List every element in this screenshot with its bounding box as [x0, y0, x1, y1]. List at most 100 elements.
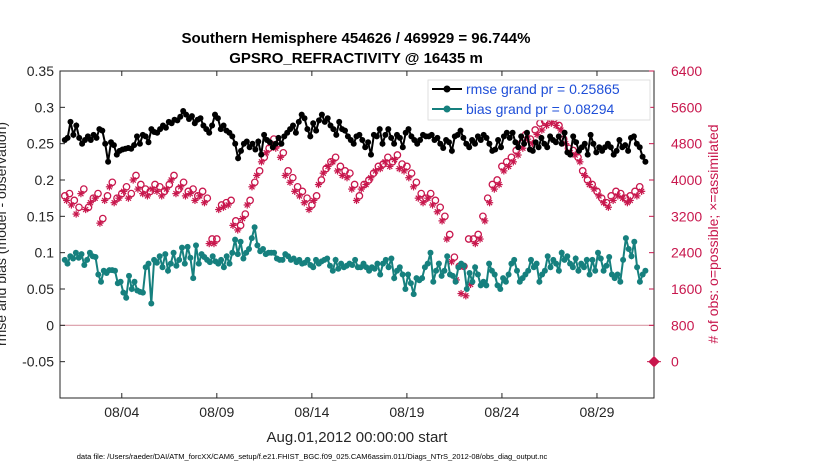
- bias-series-point: [237, 238, 244, 245]
- bias-series-point: [410, 291, 417, 298]
- obs-possible-point: [388, 157, 397, 166]
- bias-series-point: [206, 259, 213, 266]
- obs-assimilated-point: [110, 199, 118, 207]
- rmse-series-point: [359, 137, 366, 143]
- x-tick-label: 08/19: [389, 404, 424, 420]
- rmse-series-point: [492, 146, 499, 153]
- obs-possible-point: [132, 171, 140, 180]
- obs-assimilated-point: [200, 199, 209, 207]
- obs-assimilated-point: [96, 219, 104, 227]
- bias-series-point: [603, 262, 610, 269]
- bias-series-point: [329, 267, 336, 274]
- bias-series-point: [617, 278, 624, 285]
- rmse-series-point: [573, 139, 580, 146]
- obs-assimilated-point: [319, 169, 327, 177]
- obs-assimilated-point: [576, 158, 584, 166]
- rmse-series-point: [498, 144, 504, 151]
- bias-series-point: [352, 256, 359, 263]
- obs-assimilated-point: [533, 130, 541, 139]
- obs-assimilated-point: [333, 167, 342, 175]
- obs-assimilated-point: [476, 235, 484, 243]
- rmse-series-point: [93, 134, 100, 141]
- rmse-series-point: [177, 113, 184, 120]
- rmse-series-point: [278, 140, 285, 147]
- obs-possible-point: [303, 194, 311, 203]
- obs-possible-point: [79, 185, 88, 193]
- bias-series-point: [581, 264, 587, 271]
- obs-assimilated-point: [115, 194, 123, 202]
- rmse-series-point: [301, 115, 308, 122]
- obs-possible-point: [365, 176, 373, 184]
- bias-series-point: [452, 278, 459, 285]
- obs-possible-point: [426, 189, 435, 198]
- y-right-tick-label: 800: [671, 317, 695, 333]
- obs-possible-point: [312, 192, 321, 200]
- obs-possible-point: [174, 185, 183, 193]
- bias-series-point: [327, 262, 333, 269]
- rmse-series-point: [385, 126, 392, 133]
- obs-possible-point: [108, 178, 117, 187]
- obs-possible-point: [355, 192, 364, 200]
- rmse-series-point: [214, 115, 221, 122]
- y-right-tick-label: 3200: [671, 208, 702, 224]
- bias-series-point: [575, 267, 582, 274]
- obs-possible-point: [298, 187, 307, 196]
- obs-possible-point: [346, 169, 354, 178]
- rmse-series-point: [440, 145, 447, 151]
- bias-series-point: [631, 238, 638, 245]
- rmse-series-point: [483, 134, 490, 141]
- bias-series-point: [377, 271, 384, 278]
- obs-assimilated-point: [428, 201, 437, 209]
- bias-series-point: [597, 255, 604, 262]
- obs-assimilated-point: [581, 171, 589, 180]
- bias-series-point: [592, 267, 599, 274]
- obs-assimilated-point: [77, 190, 85, 198]
- obs-possible-point: [393, 151, 402, 159]
- bias-series-point: [427, 249, 434, 256]
- x-tick-label: 08/04: [104, 404, 139, 420]
- rmse-series-point: [405, 126, 412, 133]
- obs-assimilated-point: [447, 258, 456, 266]
- bias-series-point: [433, 267, 440, 274]
- bias-series-point: [232, 236, 239, 243]
- bias-series-point: [254, 242, 261, 249]
- bias-series-point: [167, 260, 174, 267]
- bias-series-point: [491, 271, 498, 278]
- bias-series-point: [583, 256, 590, 263]
- chart-title-line2: GPSRO_REFRACTIVITY @ 16435 m: [229, 50, 483, 67]
- rmse-series-point: [561, 129, 568, 136]
- bias-series-point: [190, 275, 197, 282]
- bias-series-point: [435, 260, 442, 267]
- obs-possible-point: [450, 253, 459, 262]
- obs-assimilated-point: [633, 192, 641, 200]
- obs-assimilated-point: [101, 196, 109, 205]
- rmse-series-point: [356, 131, 363, 138]
- y-left-tick-label: 0: [46, 317, 54, 333]
- rmse-series-point: [365, 139, 372, 146]
- bias-series-point: [391, 275, 398, 282]
- rmse-series-point: [625, 147, 632, 154]
- rmse-series-point: [515, 144, 522, 151]
- obs-possible-point: [441, 212, 449, 221]
- rmse-series-point: [206, 129, 213, 136]
- bias-series-point: [193, 242, 199, 249]
- obs-assimilated-point: [295, 192, 304, 200]
- bias-series-point: [553, 260, 560, 267]
- obs-assimilated-point: [314, 180, 323, 189]
- bias-series-point: [441, 267, 448, 274]
- obs-assimilated-point: [63, 196, 71, 205]
- rmse-series-point: [134, 133, 140, 140]
- rmse-series-point: [616, 137, 623, 143]
- bias-series-point: [514, 267, 520, 274]
- rmse-series-point: [255, 138, 262, 145]
- rmse-series-point: [188, 113, 195, 120]
- obs-assimilated-point: [276, 153, 285, 161]
- rmse-series-point: [266, 139, 273, 146]
- bias-series-point: [595, 249, 601, 256]
- chart-title-line1: Southern Hemisphere 454626 / 469929 = 96…: [182, 30, 531, 47]
- x-axis-label: Aug.01,2012 00:00:00 start: [267, 429, 449, 446]
- rmse-series-point: [417, 137, 424, 143]
- bias-series-point: [497, 286, 504, 292]
- obs-assimilated-point: [234, 226, 242, 234]
- obs-assimilated-point: [305, 205, 313, 214]
